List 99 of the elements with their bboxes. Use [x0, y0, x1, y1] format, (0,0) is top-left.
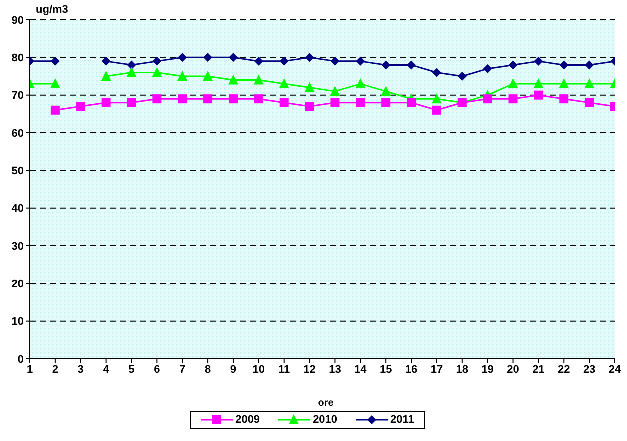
point: [330, 86, 340, 96]
point: [407, 98, 416, 108]
point: [560, 60, 569, 70]
y-tick-label: 80: [12, 52, 24, 65]
point: [305, 53, 314, 62]
point: [508, 60, 518, 70]
x-tick-label: 20: [507, 364, 520, 376]
point: [178, 53, 188, 62]
y-tick-label: 20: [12, 278, 24, 291]
x-tick-label: 12: [304, 364, 316, 376]
x-tick-label: 9: [230, 364, 237, 376]
point: [356, 56, 366, 66]
x-tick-label: 15: [380, 364, 392, 376]
point: [458, 72, 467, 81]
point: [254, 56, 264, 66]
point: [508, 78, 518, 89]
x-tick-label: 23: [583, 364, 596, 376]
point: [152, 56, 162, 66]
point: [204, 53, 213, 62]
point: [432, 106, 442, 115]
point: [584, 78, 595, 89]
point: [50, 78, 60, 89]
point: [585, 60, 594, 70]
y-tick-label: 90: [12, 14, 24, 27]
point: [534, 56, 544, 66]
point: [432, 94, 442, 104]
point: [560, 94, 569, 104]
y-tick-label: 60: [12, 128, 24, 140]
x-tick-label: 3: [78, 364, 84, 376]
point: [432, 68, 442, 78]
y-tick-label: 10: [12, 316, 24, 328]
y-tick-label: 30: [12, 240, 24, 253]
x-tick-label: 14: [354, 364, 368, 376]
point: [305, 102, 314, 112]
legend-label: 2011: [390, 414, 414, 426]
point: [102, 98, 111, 108]
point: [204, 94, 213, 104]
y-tick-label: 50: [12, 166, 24, 178]
point: [127, 60, 136, 70]
point: [356, 78, 366, 89]
y-tick-label: 40: [12, 203, 24, 216]
point: [152, 67, 162, 78]
point: [280, 98, 289, 108]
legend-label: 2009: [234, 414, 260, 426]
x-tick-label: 10: [252, 364, 266, 376]
x-tick-label: 21: [532, 364, 545, 376]
y-tick-label: 0: [18, 354, 24, 366]
x-tick-label: 13: [329, 364, 342, 376]
x-tick-label: 5: [128, 364, 135, 376]
point: [178, 71, 188, 81]
point: [483, 94, 492, 104]
point: [330, 56, 340, 66]
point: [508, 94, 518, 104]
x-tick-label: 16: [405, 364, 418, 376]
point: [50, 56, 60, 66]
point: [228, 74, 238, 85]
point: [254, 74, 264, 85]
point: [102, 56, 111, 66]
x-tick-label: 1: [26, 364, 34, 376]
point: [50, 106, 60, 115]
point: [178, 94, 188, 104]
point: [304, 82, 315, 92]
point: [381, 86, 392, 96]
x-tick-label: 6: [154, 364, 160, 376]
point: [101, 71, 112, 81]
point: [254, 94, 264, 104]
x-tick-label: 18: [456, 364, 469, 376]
point: [76, 102, 86, 112]
point: [483, 64, 492, 74]
point: [203, 71, 214, 81]
point: [152, 94, 162, 104]
point: [356, 98, 366, 108]
point: [126, 67, 137, 78]
point: [280, 56, 289, 66]
legend-label: 2010: [312, 414, 338, 426]
point: [407, 60, 416, 70]
point: [127, 98, 136, 108]
x-tick-label: 11: [278, 364, 290, 376]
x-tick-label: 19: [482, 364, 494, 376]
point: [228, 94, 238, 104]
y-tick-label: 70: [12, 90, 24, 102]
x-tick-label: 22: [558, 364, 570, 376]
y-axis-title: ug/m3: [36, 4, 68, 16]
point: [228, 53, 238, 62]
point: [382, 60, 391, 70]
point: [559, 78, 570, 89]
point: [534, 78, 544, 89]
point: [534, 90, 544, 100]
x-axis-title: ore: [317, 398, 335, 409]
point: [382, 98, 391, 108]
point: [279, 78, 290, 89]
x-tick-label: 4: [103, 364, 110, 376]
x-tick-label: 24: [608, 364, 622, 376]
x-tick-label: 2: [52, 364, 58, 376]
point: [585, 98, 594, 108]
point: [330, 98, 340, 108]
x-tick-label: 7: [180, 364, 186, 376]
x-tick-label: 8: [204, 364, 212, 376]
x-tick-label: 17: [430, 364, 444, 376]
